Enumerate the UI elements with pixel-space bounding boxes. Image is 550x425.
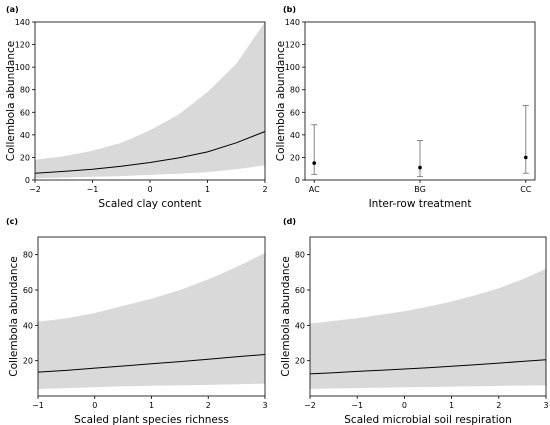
- y-tick-label: 80: [295, 251, 305, 260]
- panel-1: (a) 0 20 40 60 80 100 120 140 −2 −1 0 1 2 Scaled clay …: [5, 5, 268, 210]
- panel-letter: (d): [283, 217, 296, 226]
- x-tick-label: 0: [92, 401, 97, 410]
- x-tick-label: AC: [309, 185, 320, 194]
- fitted-line: [34, 131, 266, 174]
- data-point: [524, 155, 528, 160]
- x-tick-label: −1: [32, 401, 44, 410]
- x-tick-label: 3: [543, 401, 548, 410]
- y-tick-label: 140: [285, 18, 300, 27]
- x-tick-label: BG: [414, 185, 426, 194]
- y-tick-label: 20: [20, 153, 30, 162]
- plot-frame: [309, 236, 547, 397]
- x-tick-label: 0: [402, 401, 407, 410]
- data-point: [418, 165, 422, 170]
- x-axis-label: Scaled clay content: [98, 198, 201, 210]
- x-tick-label: 1: [205, 185, 210, 194]
- y-tick-label: 0: [295, 176, 300, 185]
- y-tick-label: 100: [15, 63, 30, 72]
- y-tick-label: 40: [23, 321, 33, 330]
- fitted-line: [37, 354, 266, 373]
- y-tick-label: 100: [285, 63, 300, 72]
- x-tick-label: −2: [29, 185, 41, 194]
- x-tick-label: −2: [304, 401, 316, 410]
- panel-2: (b) 0 20 40 60 80 100 120 140 AC BG CC Inter-row tre…: [275, 5, 536, 210]
- y-tick-label: 60: [295, 286, 305, 295]
- fitted-line: [309, 359, 547, 375]
- y-tick-label: 40: [290, 131, 300, 140]
- y-tick-label: 0: [25, 176, 30, 185]
- y-tick-label: 40: [20, 131, 30, 140]
- x-tick-label: 0: [147, 185, 152, 194]
- y-axis-label: Collembola abundance: [280, 256, 292, 376]
- y-tick-label: 80: [23, 251, 33, 260]
- panel-letter: (b): [283, 5, 296, 14]
- x-tick-label: CC: [520, 185, 532, 194]
- x-tick-label: 3: [262, 401, 267, 410]
- y-tick-label: 120: [15, 41, 30, 50]
- y-tick-label: 80: [20, 86, 30, 95]
- panel-letter: (a): [6, 5, 19, 14]
- y-tick-label: 80: [290, 86, 300, 95]
- y-tick-label: 40: [295, 321, 305, 330]
- y-tick-label: 20: [290, 153, 300, 162]
- x-tick-label: 2: [206, 401, 211, 410]
- panel-letter: (c): [6, 217, 18, 226]
- x-tick-label: 2: [496, 401, 501, 410]
- y-tick-label: 20: [23, 357, 33, 366]
- panel-4: (d) 20 40 60 80 −2 −1 0 1 2 3 Scaled microbial soil…: [280, 217, 549, 425]
- confidence-band: [35, 22, 265, 179]
- x-axis-label: Scaled plant species richness: [74, 414, 229, 425]
- y-tick-label: 60: [290, 108, 300, 117]
- confidence-band: [38, 252, 265, 389]
- y-axis-label: Collembola abundance: [5, 41, 17, 161]
- y-tick-label: 60: [23, 286, 33, 295]
- x-axis-label: Inter-row treatment: [369, 198, 472, 210]
- confidence-band: [310, 268, 546, 389]
- x-axis-label: Scaled microbial soil respiration: [344, 414, 511, 425]
- x-tick-label: −1: [351, 401, 363, 410]
- x-tick-label: 1: [149, 401, 154, 410]
- y-tick-label: 120: [285, 41, 300, 50]
- data-point: [312, 161, 317, 165]
- x-tick-label: 2: [262, 185, 267, 194]
- x-tick-label: −1: [87, 185, 99, 194]
- panel-3: (c) 20 40 60 80 −1 0 1 2 3 Scaled plant species ri…: [6, 217, 268, 425]
- y-tick-label: 20: [295, 357, 305, 366]
- x-tick-label: 1: [449, 401, 454, 410]
- y-axis-label: Collembola abundance: [8, 256, 20, 376]
- y-axis-label: Collembola abundance: [275, 41, 287, 161]
- y-tick-label: 60: [20, 108, 30, 117]
- y-tick-label: 140: [15, 18, 30, 27]
